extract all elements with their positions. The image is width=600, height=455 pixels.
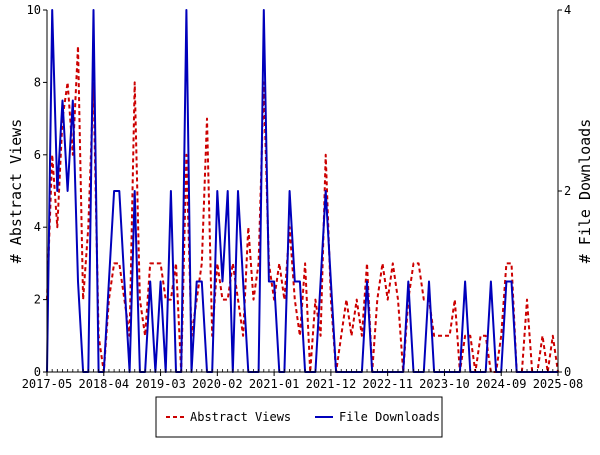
y-axis-title: # Abstract Views xyxy=(7,119,25,264)
x-tick-label: 2017-05 xyxy=(22,377,73,391)
legend-label-abstract-views: Abstract Views xyxy=(190,410,291,424)
y2-tick-label: 0 xyxy=(564,365,571,379)
y-tick-label: 0 xyxy=(34,365,41,379)
y2-axis-title: # File Downloads xyxy=(576,119,594,264)
x-tick-label: 2023-10 xyxy=(419,377,470,391)
x-tick-label: 2019-03 xyxy=(135,377,186,391)
legend-label-file-downloads: File Downloads xyxy=(339,410,440,424)
x-tick-label: 2018-04 xyxy=(78,377,129,391)
x-tick-label: 2024-09 xyxy=(476,377,527,391)
legend-box xyxy=(155,396,443,438)
series-line-abstract-views xyxy=(46,45,559,373)
y-tick-label: 10 xyxy=(27,3,41,17)
x-tick-label: 2021-01 xyxy=(249,377,300,391)
x-tick-label: 2022-11 xyxy=(362,377,413,391)
y-tick-label: 2 xyxy=(34,293,41,307)
x-tick-label: 2025-08 xyxy=(533,377,584,391)
y2-tick-label: 4 xyxy=(564,3,571,17)
y-tick-label: 4 xyxy=(34,220,41,234)
y-tick-label: 8 xyxy=(34,75,41,89)
x-tick-label: 2021-12 xyxy=(306,377,357,391)
y-tick-label: 6 xyxy=(34,148,41,162)
y2-tick-label: 2 xyxy=(564,184,571,198)
x-tick-label: 2020-02 xyxy=(192,377,243,391)
